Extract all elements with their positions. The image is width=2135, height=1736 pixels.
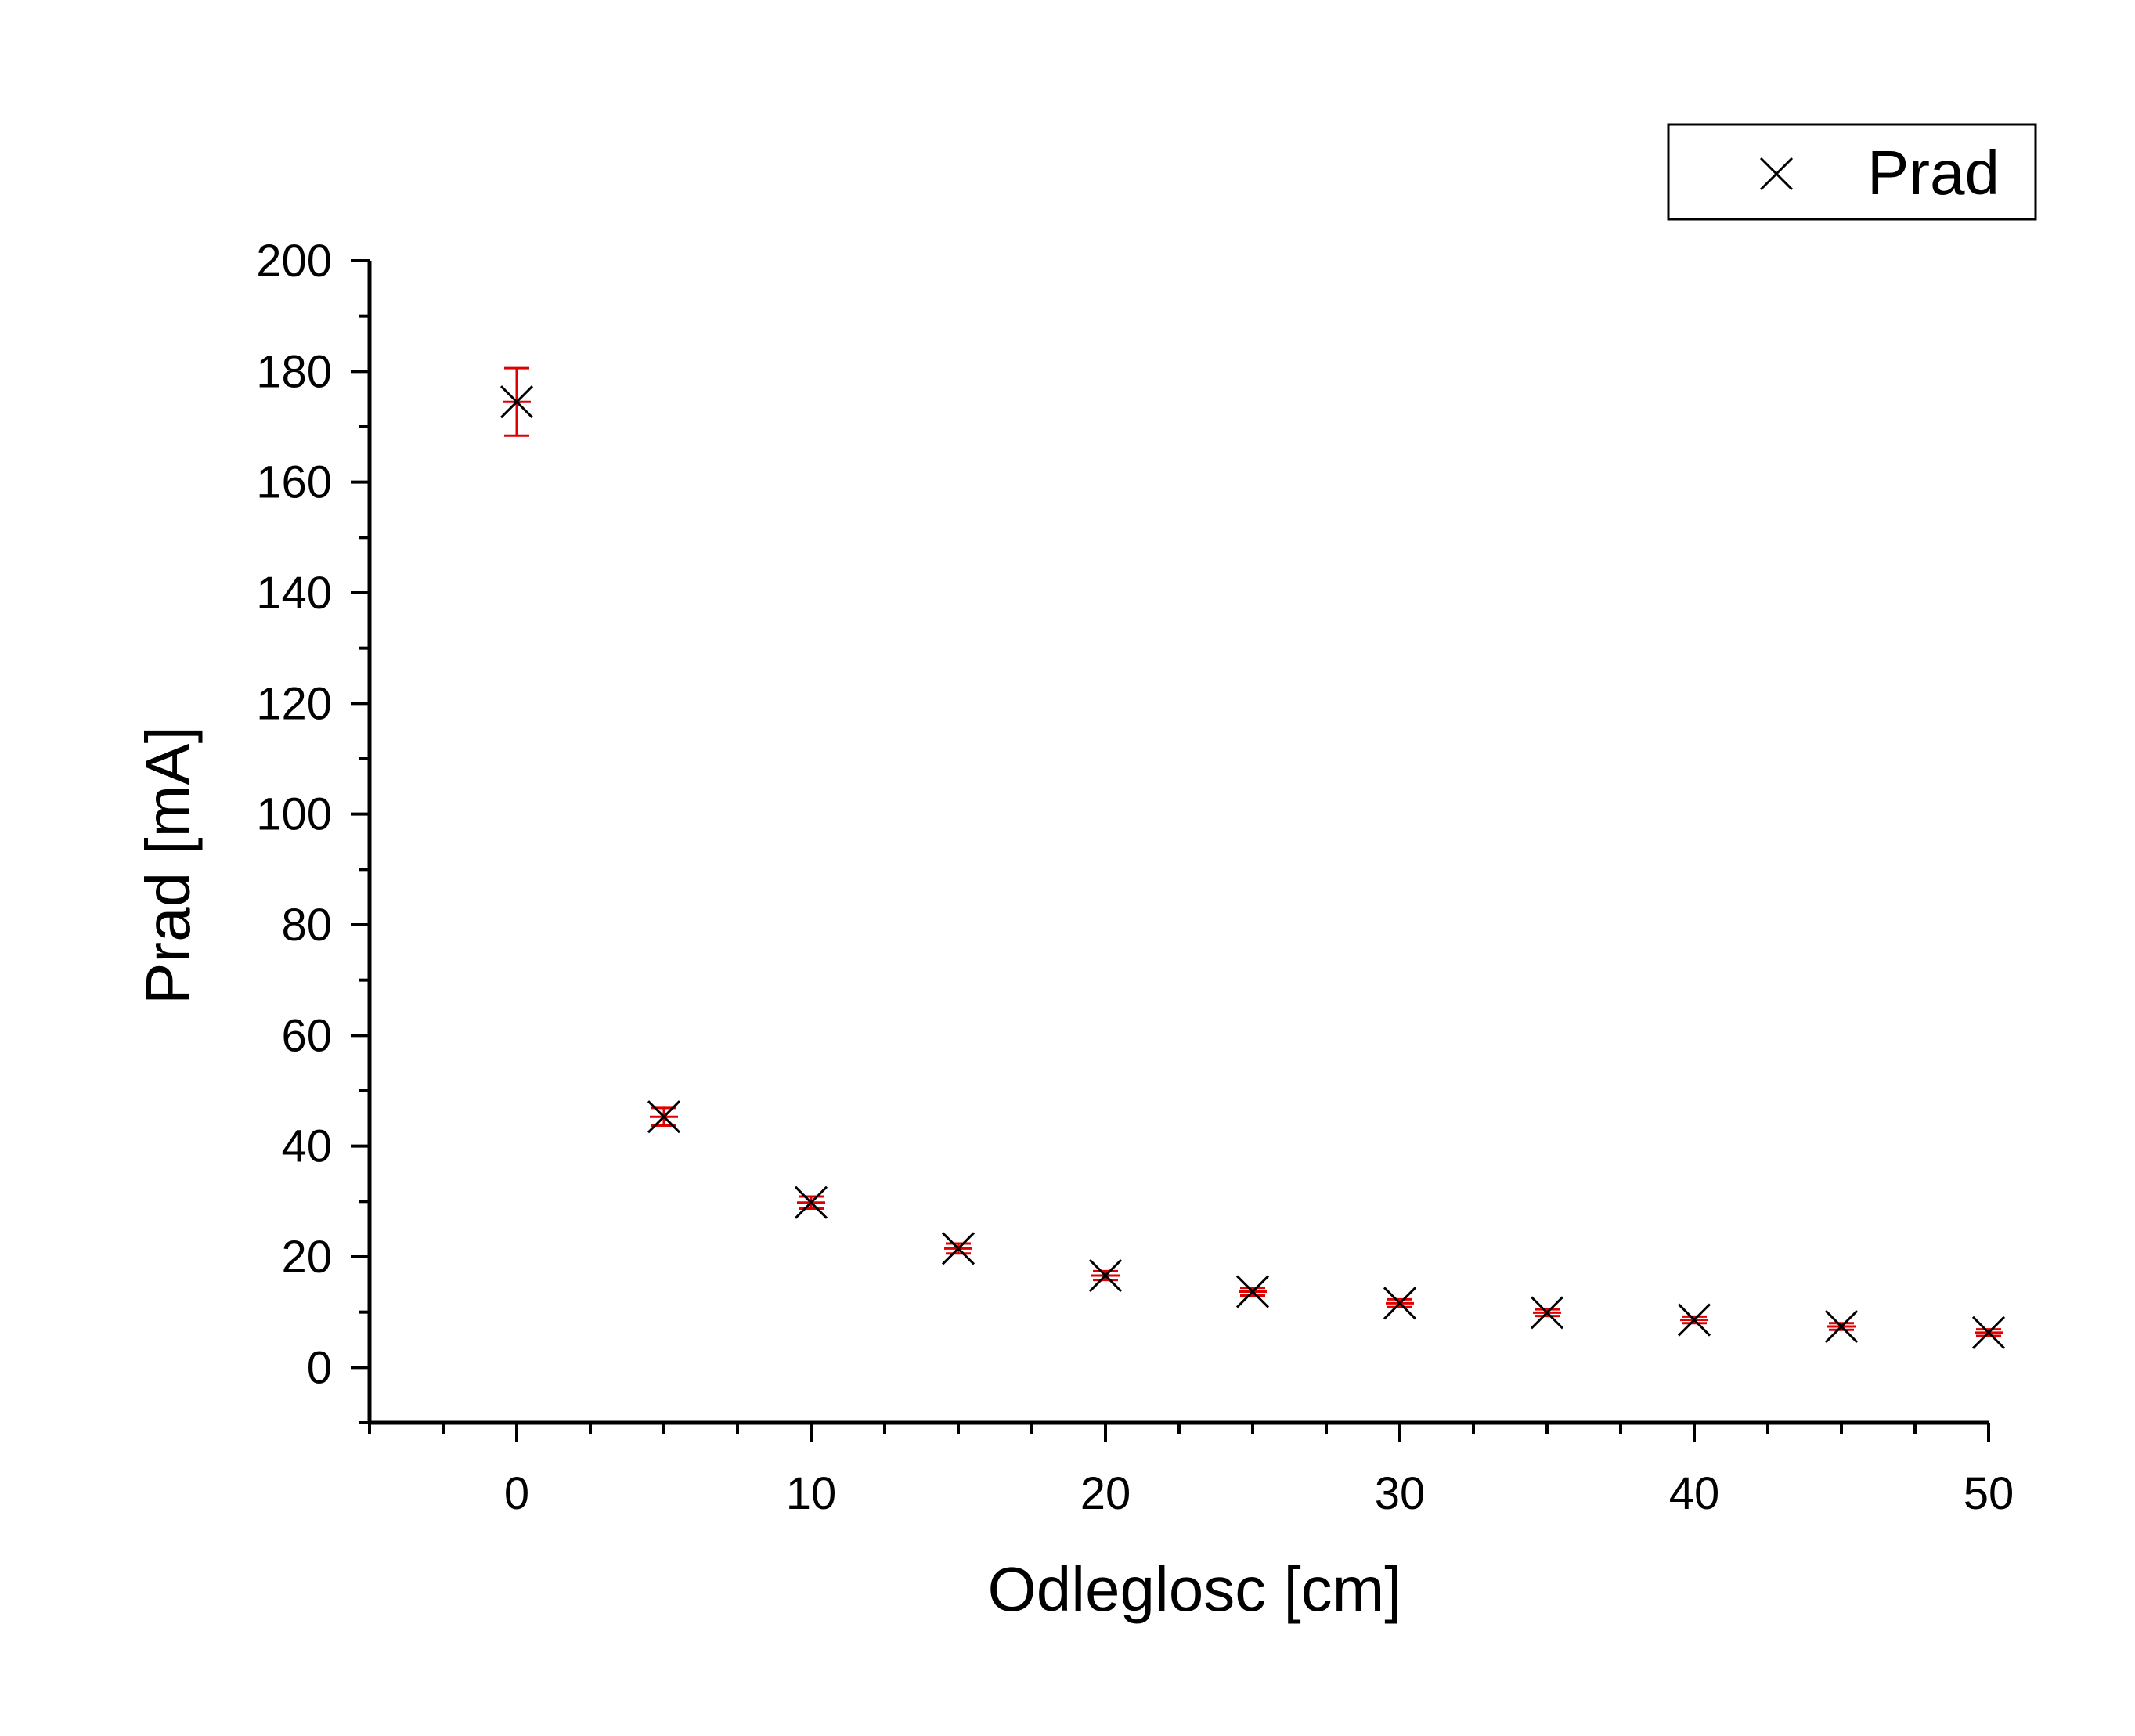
y-tick-label: 20 — [281, 1232, 332, 1283]
x-tick-label: 20 — [1080, 1468, 1131, 1519]
y-tick-label: 200 — [256, 236, 332, 287]
x-tick-label: 40 — [1669, 1468, 1720, 1519]
x-tick-label: 50 — [1964, 1468, 2014, 1519]
legend-box — [1667, 123, 2037, 221]
y-tick-label: 40 — [281, 1121, 332, 1172]
marker-x-stroke — [1088, 1258, 1123, 1293]
y-tick-label: 160 — [256, 457, 332, 508]
data-point — [1677, 1303, 1711, 1337]
data-point — [1971, 1316, 2006, 1349]
data-point — [1088, 1258, 1123, 1293]
data-point — [499, 366, 534, 437]
plot-area — [499, 366, 2006, 1349]
marker-x-stroke — [794, 1186, 828, 1219]
y-axis-title: Prad [mA] — [133, 726, 203, 1005]
data-point — [1824, 1309, 1859, 1344]
data-point — [1235, 1275, 1270, 1308]
axes: 0 10 20 30 40 50 0 20 40 60 80 100 120 140 160 180 200 Od… — [133, 236, 2014, 1624]
data-point — [941, 1232, 976, 1265]
x-tick-label: 0 — [504, 1468, 529, 1519]
data-point — [1383, 1287, 1417, 1320]
x-tick-label: 30 — [1375, 1468, 1426, 1519]
y-tick-label: 0 — [307, 1342, 332, 1393]
data-point — [1530, 1296, 1564, 1330]
marker-x-stroke — [499, 385, 534, 419]
legend-marker — [1759, 157, 1794, 191]
y-tick-label: 120 — [256, 678, 332, 729]
x-axis-title: Odleglosc [cm] — [987, 1554, 1401, 1624]
legend-label: Prad — [1867, 138, 2000, 208]
data-point — [647, 1100, 681, 1134]
y-tick-label: 180 — [256, 346, 332, 397]
x-tick-label: 10 — [786, 1468, 837, 1519]
marker-x-stroke — [1530, 1296, 1564, 1330]
marker-x-stroke — [1235, 1275, 1270, 1308]
y-tick-label: 140 — [256, 568, 332, 619]
marker-x-stroke — [1677, 1303, 1711, 1337]
y-tick-label: 100 — [256, 789, 332, 840]
marker-x-stroke — [1383, 1287, 1417, 1320]
legend: Prad — [1667, 123, 2037, 221]
marker-x-stroke — [1971, 1316, 2006, 1349]
marker-x-stroke — [1824, 1309, 1859, 1344]
y-tick-label: 60 — [281, 1010, 332, 1061]
marker-x-stroke — [941, 1232, 976, 1265]
marker-x-stroke — [647, 1100, 681, 1134]
data-point — [794, 1186, 828, 1219]
y-tick-label: 80 — [281, 900, 332, 951]
